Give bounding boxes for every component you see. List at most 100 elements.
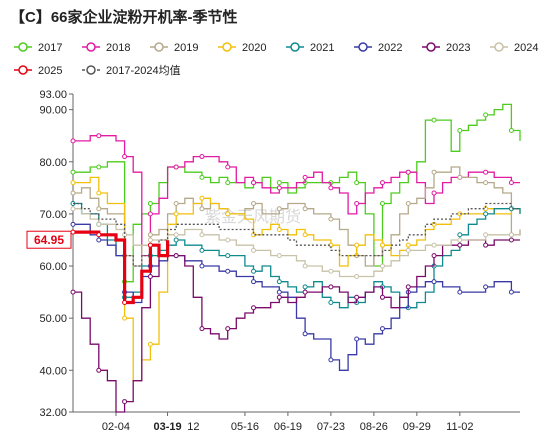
series-point	[147, 242, 153, 248]
series-point	[70, 221, 76, 227]
series-point	[173, 237, 179, 243]
y-tick-label: 80.00	[39, 157, 67, 169]
series-point	[328, 284, 334, 290]
legend-label: 2023	[446, 42, 470, 54]
series-point	[70, 169, 76, 175]
series-point	[508, 289, 514, 295]
y-tick-label: 90.00	[39, 105, 67, 117]
series-2025	[70, 229, 170, 306]
series-point	[405, 169, 411, 175]
current-value-box	[26, 230, 72, 249]
series-point	[147, 211, 153, 217]
current-value-label: 64.95	[34, 233, 64, 247]
series-point	[457, 242, 463, 248]
legend-marker	[18, 65, 28, 75]
series-point	[302, 206, 308, 212]
legend-marker	[86, 65, 96, 75]
series-point	[199, 326, 205, 332]
series-point	[483, 180, 489, 186]
series-point	[508, 237, 514, 243]
y-tick-label: 60.00	[39, 261, 67, 273]
series-point	[147, 232, 153, 238]
y-tick-label: 70.00	[39, 209, 67, 221]
y-tick-label: 50.00	[39, 313, 67, 325]
series-point	[379, 200, 385, 206]
series-point	[328, 216, 334, 222]
axes: 93.00 90.00 80.00 70.00 60.00 50.00 40.00 32.00…	[39, 89, 520, 433]
legend-label: 2022	[378, 42, 402, 54]
series-point	[302, 331, 308, 337]
series-point	[508, 180, 514, 186]
series-point	[276, 279, 282, 285]
series-point	[276, 227, 282, 233]
series-point	[147, 273, 153, 279]
series-point	[431, 117, 437, 123]
series-point	[147, 200, 153, 206]
series-2018	[70, 133, 520, 257]
legend-label: 2024	[514, 42, 538, 54]
series-point	[508, 127, 514, 133]
legend-label: 2017-2024均值	[106, 64, 181, 77]
series-point	[276, 289, 282, 295]
series-point	[173, 253, 179, 259]
series-point	[483, 211, 489, 217]
series-point	[431, 169, 437, 175]
series-2024	[70, 206, 520, 279]
x-tick-label: 06-19	[274, 421, 302, 433]
legend-label: 2017	[38, 42, 62, 54]
series-point	[96, 232, 102, 238]
series-point	[225, 164, 231, 170]
series-point	[302, 263, 308, 269]
series-line	[73, 202, 520, 267]
series-point	[251, 268, 257, 274]
legend-label: 2025	[38, 65, 62, 77]
series-point	[379, 294, 385, 300]
series-point	[70, 289, 76, 295]
legend-label: 2020	[242, 42, 266, 54]
series-point	[354, 336, 360, 342]
series-point	[225, 326, 231, 332]
series-2020	[70, 176, 521, 382]
series-point	[70, 229, 76, 235]
series-point	[328, 300, 334, 306]
legend-marker	[154, 42, 164, 52]
series-point	[147, 341, 153, 347]
series-line	[73, 208, 520, 278]
series-point	[173, 211, 179, 217]
series-point	[122, 315, 128, 321]
series-point	[354, 180, 360, 186]
series-point	[96, 164, 102, 170]
series-point	[173, 200, 179, 206]
legend: 2017 2018 2019 2020 2021 2022 2023 2024 2025 2017…	[14, 42, 538, 77]
series-point	[276, 294, 282, 300]
series-point	[457, 289, 463, 295]
series-layer	[70, 103, 521, 413]
legend-item-2018: 2018	[82, 42, 130, 54]
series-point	[276, 185, 282, 191]
series-point	[225, 180, 231, 186]
series-point	[122, 154, 128, 160]
series-point	[405, 200, 411, 206]
legend-item-2020: 2020	[218, 42, 266, 54]
series-point	[199, 263, 205, 269]
series-point	[251, 279, 257, 285]
legend-label: 2019	[174, 42, 198, 54]
series-point	[302, 284, 308, 290]
legend-item-2024: 2024	[490, 42, 538, 54]
legend-item-2023: 2023	[422, 42, 470, 54]
y-tick-label: 32.00	[39, 407, 67, 419]
series-point	[251, 200, 257, 206]
legend-marker	[290, 42, 300, 52]
legend-item-2017-2024均值: 2017-2024均值	[82, 64, 181, 77]
series-point	[431, 253, 437, 259]
series-point	[173, 164, 179, 170]
series-point	[328, 357, 334, 363]
series-point	[96, 190, 102, 196]
current-value-layer: 64.95	[26, 230, 72, 249]
x-tick-label: 11-02	[446, 421, 473, 433]
series-point	[379, 180, 385, 186]
series-point	[199, 174, 205, 180]
x-tick-label: 05-16	[231, 421, 259, 433]
series-point	[147, 237, 153, 243]
legend-item-2017: 2017	[14, 42, 62, 54]
